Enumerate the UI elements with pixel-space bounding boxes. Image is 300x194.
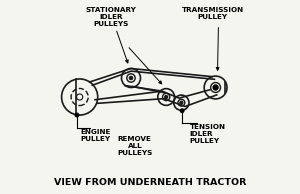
Circle shape	[180, 101, 183, 104]
Circle shape	[212, 84, 219, 91]
Circle shape	[74, 113, 80, 118]
Circle shape	[76, 94, 83, 100]
Text: TENSION
IDLER
PULLEY: TENSION IDLER PULLEY	[190, 124, 226, 144]
Circle shape	[180, 108, 184, 113]
Text: REMOVE
ALL
PULLEYS: REMOVE ALL PULLEYS	[117, 136, 152, 156]
Text: STATIONARY
IDLER
PULLEYS: STATIONARY IDLER PULLEYS	[85, 7, 136, 27]
Circle shape	[214, 85, 218, 90]
Text: TRANSMISSION
PULLEY: TRANSMISSION PULLEY	[182, 7, 244, 20]
Circle shape	[165, 95, 168, 99]
Text: VIEW FROM UNDERNEATH TRACTOR: VIEW FROM UNDERNEATH TRACTOR	[54, 178, 246, 187]
Circle shape	[129, 76, 133, 80]
Text: ENGINE
PULLEY: ENGINE PULLEY	[81, 129, 111, 142]
